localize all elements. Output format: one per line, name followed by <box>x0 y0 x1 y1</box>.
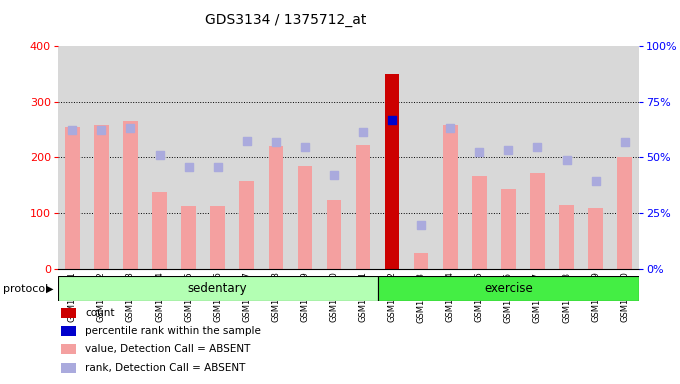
Bar <box>269 146 283 269</box>
Bar <box>436 46 465 269</box>
Bar <box>123 121 138 269</box>
Text: rank, Detection Call = ABSENT: rank, Detection Call = ABSENT <box>85 363 245 373</box>
Bar <box>385 74 399 269</box>
Point <box>154 152 165 158</box>
Bar <box>94 125 109 269</box>
Text: GDS3134 / 1375712_at: GDS3134 / 1375712_at <box>205 13 367 27</box>
Bar <box>617 157 632 269</box>
Point <box>619 139 630 145</box>
Bar <box>407 46 436 269</box>
Point <box>328 172 339 178</box>
Text: protocol: protocol <box>3 284 49 294</box>
Bar <box>588 208 603 269</box>
Bar <box>610 46 639 269</box>
Text: exercise: exercise <box>484 283 532 295</box>
Bar <box>210 206 225 269</box>
Point <box>387 116 398 122</box>
Point <box>271 139 282 145</box>
Bar <box>530 173 545 269</box>
Bar <box>203 46 232 269</box>
Bar <box>472 176 487 269</box>
Bar <box>348 46 377 269</box>
Bar <box>239 181 254 269</box>
Bar <box>58 46 87 269</box>
Bar <box>290 46 320 269</box>
Bar <box>174 46 203 269</box>
Point <box>67 127 78 133</box>
Bar <box>581 46 610 269</box>
Point <box>590 178 601 184</box>
Point <box>561 157 572 163</box>
Bar <box>377 46 407 269</box>
Bar <box>465 46 494 269</box>
Bar <box>261 46 290 269</box>
Bar <box>145 46 174 269</box>
Point <box>358 129 369 136</box>
Text: value, Detection Call = ABSENT: value, Detection Call = ABSENT <box>85 344 250 354</box>
Bar <box>356 145 371 269</box>
Bar <box>58 276 377 301</box>
Point <box>532 144 543 151</box>
Bar <box>377 276 639 301</box>
Bar <box>232 46 261 269</box>
Point <box>96 127 107 133</box>
Bar <box>152 192 167 269</box>
Text: count: count <box>85 308 114 318</box>
Point <box>299 144 310 151</box>
Point <box>474 149 485 155</box>
Text: percentile rank within the sample: percentile rank within the sample <box>85 326 261 336</box>
Point <box>445 126 456 132</box>
Bar <box>552 46 581 269</box>
Point <box>125 126 136 132</box>
Bar <box>414 253 428 269</box>
Bar <box>501 189 515 269</box>
Bar <box>116 46 145 269</box>
Bar <box>523 46 552 269</box>
Point <box>503 147 514 153</box>
Bar <box>443 125 458 269</box>
Text: ▶: ▶ <box>46 284 54 294</box>
Bar <box>182 206 196 269</box>
Point <box>241 138 252 144</box>
Point <box>183 164 194 170</box>
Text: sedentary: sedentary <box>188 283 248 295</box>
Bar <box>320 46 348 269</box>
Point <box>415 222 426 228</box>
Point <box>212 164 223 170</box>
Bar <box>298 166 312 269</box>
Bar <box>326 200 341 269</box>
Bar <box>559 205 574 269</box>
Bar <box>494 46 523 269</box>
Bar <box>65 127 80 269</box>
Bar <box>87 46 116 269</box>
